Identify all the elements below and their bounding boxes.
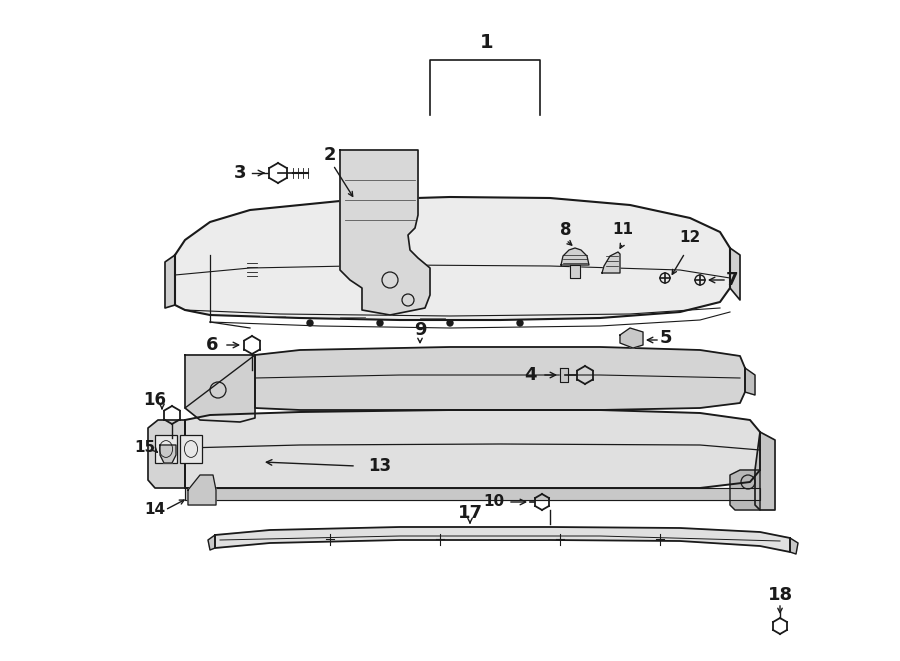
Polygon shape xyxy=(730,470,760,510)
Text: 17: 17 xyxy=(457,504,482,522)
Polygon shape xyxy=(185,410,760,488)
Bar xyxy=(180,435,202,463)
Polygon shape xyxy=(730,248,740,300)
Polygon shape xyxy=(602,252,620,273)
Circle shape xyxy=(307,320,313,326)
Text: 5: 5 xyxy=(660,329,672,347)
Circle shape xyxy=(447,320,453,326)
Polygon shape xyxy=(340,150,430,315)
Polygon shape xyxy=(208,535,215,550)
Polygon shape xyxy=(560,368,568,382)
Circle shape xyxy=(377,320,383,326)
Text: 16: 16 xyxy=(143,391,166,409)
Circle shape xyxy=(517,320,523,326)
Text: 15: 15 xyxy=(134,440,156,455)
Text: 10: 10 xyxy=(483,494,505,510)
Polygon shape xyxy=(165,255,175,308)
Text: 12: 12 xyxy=(680,231,700,245)
Bar xyxy=(155,435,177,463)
Text: 18: 18 xyxy=(768,586,793,604)
Text: 7: 7 xyxy=(725,271,738,289)
Text: 3: 3 xyxy=(234,164,247,182)
Polygon shape xyxy=(188,475,216,505)
Text: 14: 14 xyxy=(144,502,166,518)
Polygon shape xyxy=(755,432,775,510)
Polygon shape xyxy=(215,527,790,552)
Polygon shape xyxy=(255,347,745,410)
Polygon shape xyxy=(790,538,798,554)
Text: 8: 8 xyxy=(560,221,572,239)
Polygon shape xyxy=(185,488,760,500)
Polygon shape xyxy=(185,355,255,422)
Text: 6: 6 xyxy=(206,336,218,354)
Text: 13: 13 xyxy=(368,457,392,475)
Text: 11: 11 xyxy=(613,223,634,237)
Text: 1: 1 xyxy=(481,32,494,52)
Text: 9: 9 xyxy=(414,321,427,339)
Polygon shape xyxy=(620,328,643,348)
Polygon shape xyxy=(570,265,580,278)
Polygon shape xyxy=(175,197,730,320)
Polygon shape xyxy=(148,420,185,488)
Polygon shape xyxy=(160,445,176,463)
Polygon shape xyxy=(745,368,755,395)
Polygon shape xyxy=(561,248,589,265)
Text: 4: 4 xyxy=(524,366,536,384)
Text: 2: 2 xyxy=(324,146,337,164)
